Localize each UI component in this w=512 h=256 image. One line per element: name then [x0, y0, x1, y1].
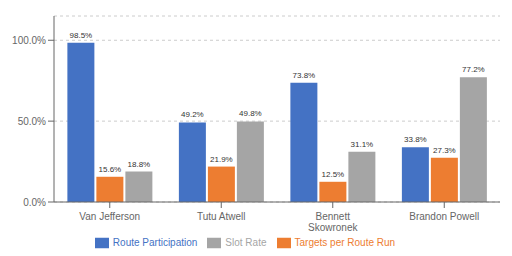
svg-text:Brandon Powell: Brandon Powell [409, 211, 479, 222]
svg-text:49.2%: 49.2% [181, 110, 204, 119]
svg-text:98.5%: 98.5% [70, 31, 93, 40]
svg-text:BennettSkowronek: BennettSkowronek [308, 211, 358, 233]
svg-text:49.8%: 49.8% [239, 109, 262, 118]
svg-text:15.6%: 15.6% [99, 165, 122, 174]
html-text:Route Participation: Route Participation [112, 236, 198, 248]
svg-text:12.5%: 12.5% [322, 170, 345, 179]
svg-text:Tutu Atwell: Tutu Atwell [197, 211, 246, 222]
svg-text:73.8%: 73.8% [293, 71, 316, 80]
html-text:Targets per Route Run: Targets per Route Run [294, 236, 396, 248]
svg-text:Van Jefferson: Van Jefferson [79, 211, 140, 222]
svg-text:50.0%: 50.0% [18, 116, 46, 127]
svg-text:33.8%: 33.8% [404, 135, 427, 144]
svg-text:21.9%: 21.9% [210, 155, 233, 164]
svg-text:100.0%: 100.0% [12, 35, 46, 46]
svg-text:0.0%: 0.0% [23, 197, 46, 208]
svg-text:77.2%: 77.2% [462, 65, 485, 74]
html-text:Slot Rate: Slot Rate [225, 236, 267, 248]
svg-text:31.1%: 31.1% [351, 140, 374, 149]
svg-text:18.8%: 18.8% [128, 160, 151, 169]
svg-text:27.3%: 27.3% [433, 146, 456, 155]
